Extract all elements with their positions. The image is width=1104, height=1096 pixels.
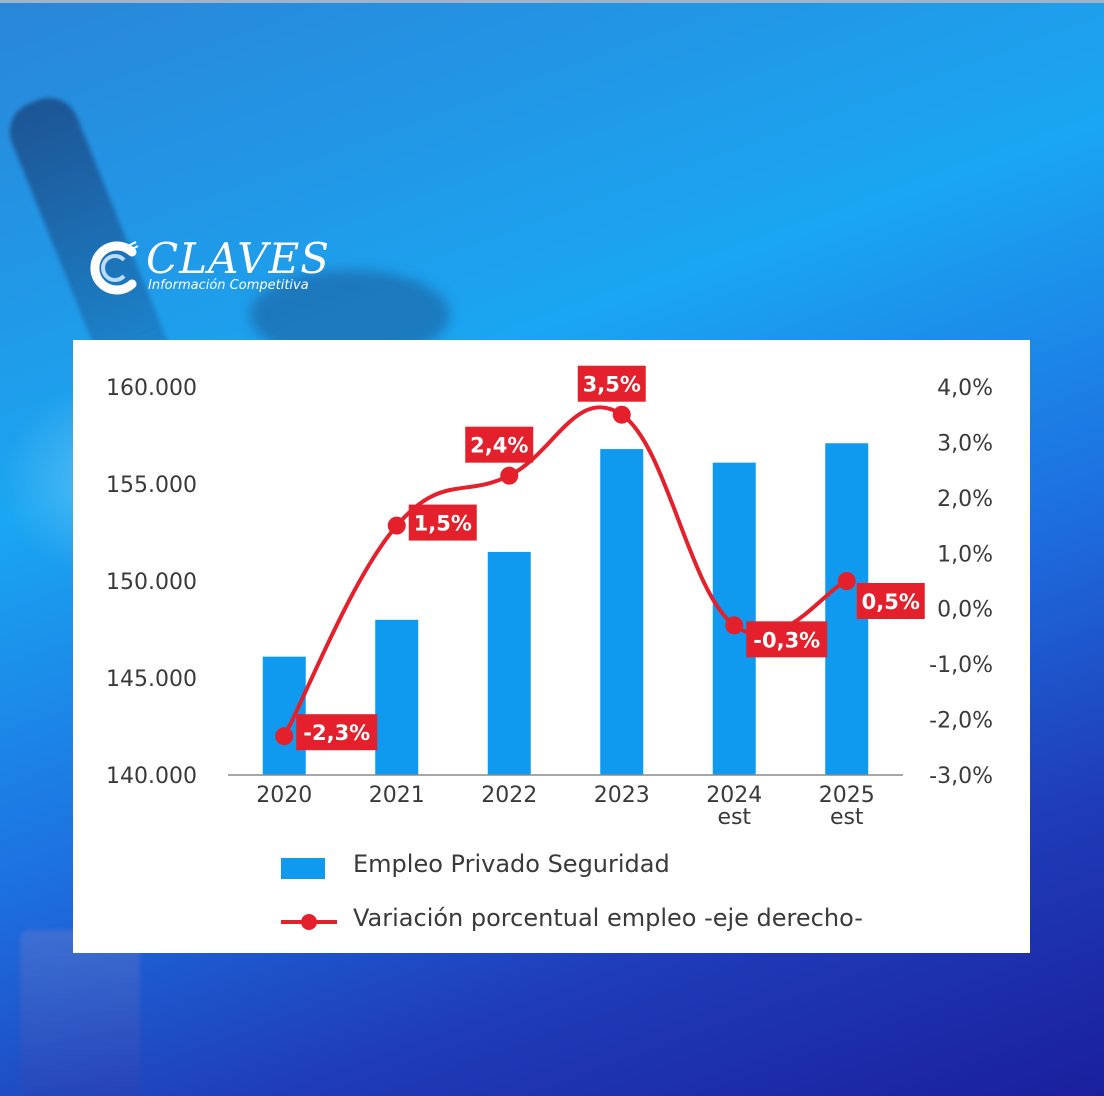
data-label: 0,5%: [862, 590, 920, 614]
y-left-tick-label: 145.000: [106, 667, 197, 692]
x-tick-label: est: [717, 805, 751, 830]
line-point: [725, 616, 744, 635]
data-label: 3,5%: [583, 373, 641, 397]
chart-card: 160.000 155.000 150.000 145.000 140.000 4,0% 3…: [73, 340, 1030, 953]
x-tick-label: 2023: [594, 783, 650, 808]
y-right-tick-label: -1,0%: [929, 653, 993, 678]
data-label: 1,5%: [414, 512, 472, 536]
legend-bar-swatch: [281, 858, 325, 879]
y-right-tick-label: -2,0%: [929, 709, 993, 734]
y-right-tick-label: -3,0%: [929, 764, 993, 789]
brand-logo: CLAVES Información Competitiva: [88, 236, 348, 300]
y-right-tick-label: 2,0%: [937, 487, 993, 512]
x-tick-label: 2022: [481, 783, 537, 808]
y-right-tick-label: 4,0%: [937, 376, 993, 401]
data-label-box: [746, 621, 828, 658]
x-tick-label: 2020: [256, 783, 312, 808]
line-point: [500, 466, 519, 485]
y-left-tick-label: 150.000: [106, 570, 197, 595]
line-point: [275, 727, 294, 746]
data-label-box: [577, 365, 646, 402]
chart-legend: Empleo Privado Seguridad Variación porce…: [281, 850, 981, 958]
data-label: -2,3%: [303, 721, 370, 745]
y-left-tick-label: 155.000: [106, 473, 197, 498]
y-right-tick-label: 1,0%: [937, 542, 993, 567]
background-keys-shape: [20, 930, 140, 1096]
legend-item-bars: Empleo Privado Seguridad: [281, 850, 981, 904]
data-label-box: [408, 504, 477, 541]
data-label-box: [296, 714, 378, 751]
x-tick-label: 2021: [369, 783, 425, 808]
bar: [600, 449, 644, 775]
legend-line-swatch: [281, 914, 337, 930]
brand-tagline: Información Competitiva: [148, 278, 309, 293]
series-line: [282, 405, 849, 739]
line-point: [387, 516, 406, 535]
legend-line-label: Variación porcentual empleo -eje derecho…: [353, 904, 863, 932]
data-label-box: [465, 426, 534, 463]
x-tick-label: est: [830, 805, 864, 830]
line-point: [612, 405, 631, 424]
line-point: [837, 572, 856, 590]
x-tick-label: 2024: [706, 783, 762, 808]
y-right-tick-label: 0,0%: [937, 598, 993, 623]
y-left-tick-label: 140.000: [106, 764, 197, 789]
bar: [375, 619, 419, 775]
top-border-line: [0, 0, 1104, 3]
data-label: -0,3%: [753, 628, 820, 652]
data-label: 2,4%: [470, 434, 528, 458]
y-right-tick-label: 3,0%: [937, 431, 993, 456]
y-left-tick-label: 160.000: [106, 376, 197, 401]
x-tick-label: 2025: [819, 783, 875, 808]
brand-name: CLAVES: [146, 234, 331, 283]
legend-item-line: Variación porcentual empleo -eje derecho…: [281, 904, 981, 958]
combo-chart: 160.000 155.000 150.000 145.000 140.000 4,0% 3…: [106, 365, 993, 830]
data-label-box: [856, 583, 925, 619]
legend-bar-label: Empleo Privado Seguridad: [353, 850, 670, 878]
claves-c-logo-icon: [90, 241, 139, 295]
bar: [487, 551, 531, 775]
